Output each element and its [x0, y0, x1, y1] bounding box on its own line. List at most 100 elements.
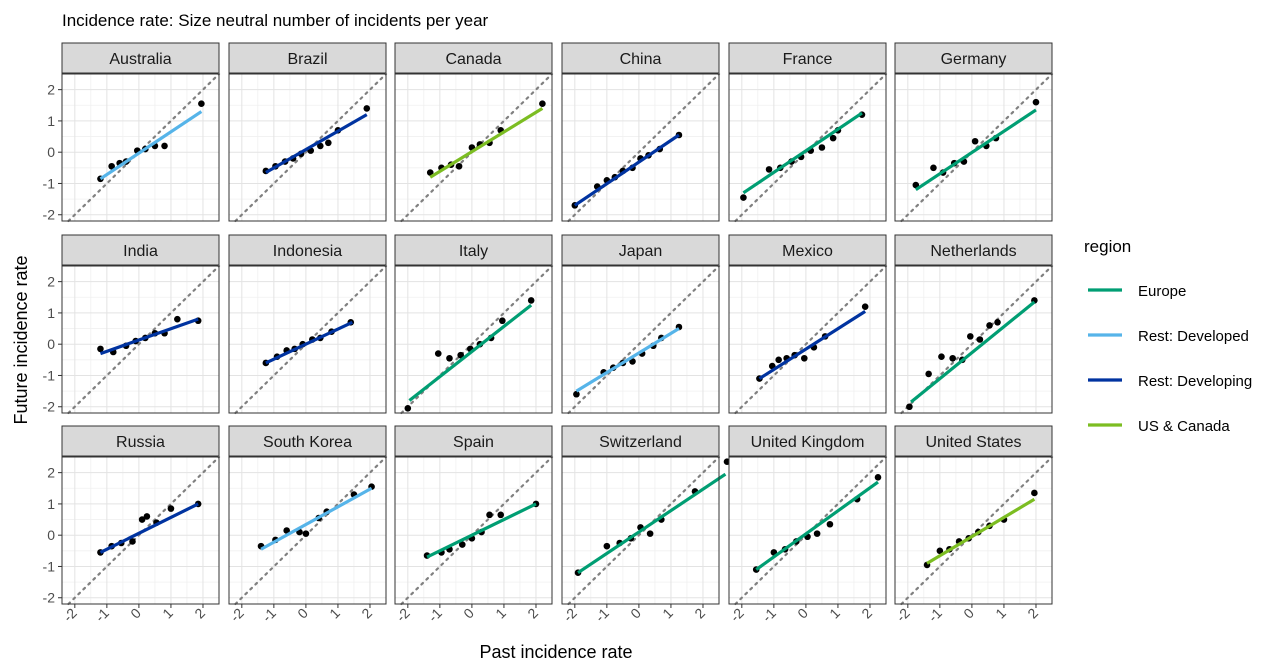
facet-strip-label: United Kingdom [751, 434, 865, 451]
fit-line [755, 480, 879, 571]
x-tick-label: 1 [159, 605, 176, 622]
fit-line [573, 133, 680, 207]
data-point [1032, 98, 1040, 106]
facet-strip-label: Mexico [782, 243, 833, 260]
data-point [174, 315, 181, 323]
facet-strip-label: Switzerland [599, 434, 682, 451]
panel-united-states: United States -2 -1 0 1 2 [893, 425, 1054, 625]
facet-strip-label: Italy [459, 243, 488, 260]
facet-strip [728, 425, 887, 457]
legend-label: Rest: Developing [1138, 373, 1252, 390]
x-tick-label: 0 [460, 605, 477, 622]
legend-label: Europe [1138, 283, 1186, 300]
y-tick-label: 0 [47, 336, 55, 352]
data-point [740, 194, 747, 201]
x-axis-label: Past incidence rate [479, 642, 632, 662]
data-point [765, 166, 773, 173]
x-tick-label: -1 [592, 605, 612, 625]
facet-strip [394, 234, 553, 266]
data-point [966, 333, 974, 340]
y-tick-label: 0 [47, 527, 55, 543]
facet-strip-label: Australia [109, 51, 171, 68]
x-tick-label: 0 [627, 605, 644, 622]
panel-indonesia: Indonesia [228, 234, 388, 415]
data-point [167, 505, 175, 512]
legend: region Europe Rest: Developed Rest: Develo… [1084, 237, 1252, 435]
y-tick-label: -2 [43, 207, 56, 223]
data-point [938, 353, 945, 361]
x-tick-label: -2 [727, 605, 747, 625]
data-point [646, 530, 654, 537]
fit-line [429, 107, 544, 179]
data-point [97, 345, 104, 353]
fit-line [99, 502, 199, 554]
legend-item: Rest: Developed [1088, 328, 1249, 345]
data-point [108, 162, 115, 170]
data-point [971, 137, 979, 145]
data-point [912, 181, 920, 189]
x-tick-label: -1 [259, 605, 279, 625]
facet-strip-label: China [620, 51, 662, 68]
panel-netherlands: Netherlands [894, 234, 1054, 415]
fit-line [265, 113, 368, 174]
x-tick-label: 1 [826, 605, 843, 622]
x-tick-label: -1 [425, 605, 445, 625]
x-tick-label: -2 [227, 605, 247, 625]
facet-strip-label: Brazil [287, 51, 327, 68]
y-tick-label: 1 [47, 113, 55, 129]
panel-united-kingdom: United Kingdom -2 -1 0 1 2 [727, 425, 888, 625]
fit-line [426, 502, 537, 559]
data-point [826, 520, 834, 528]
x-tick-label: 2 [524, 605, 541, 622]
data-point [143, 513, 151, 520]
x-tick-label: 2 [1024, 605, 1041, 622]
x-tick-label: 0 [127, 605, 144, 622]
y-tick-label: 1 [47, 305, 55, 321]
y-tick-label: -1 [43, 367, 56, 383]
reference-line [400, 455, 554, 606]
panel-border [728, 265, 887, 414]
panel-border [394, 73, 553, 222]
legend-item: Rest: Developing [1088, 373, 1252, 390]
x-tick-label: 2 [358, 605, 375, 622]
facet-strip [894, 234, 1053, 266]
fit-line [99, 110, 203, 181]
data-point [497, 511, 505, 519]
y-tick-label: 2 [47, 274, 55, 290]
panel-border [894, 456, 1053, 605]
data-point [949, 354, 956, 362]
data-point [874, 474, 882, 481]
data-point [455, 162, 463, 170]
panel-india: India -2 -1 0 1 2 [43, 234, 221, 415]
panel-china: China [561, 42, 721, 223]
fit-line [914, 108, 1037, 192]
panel-border [728, 456, 887, 605]
panel-border [561, 265, 720, 414]
data-point [800, 354, 808, 362]
panel-spain: Spain -2 -1 0 1 2 [393, 425, 554, 625]
facet-strip-label: Indonesia [273, 243, 342, 260]
x-tick-label: 2 [691, 605, 708, 622]
data-point [404, 405, 412, 412]
facet-strip-label: Spain [453, 434, 494, 451]
data-point [283, 527, 290, 534]
reference-line [734, 264, 888, 415]
facet-strip [394, 425, 553, 457]
panel-brazil: Brazil [228, 42, 388, 223]
fit-line [265, 320, 354, 365]
legend-title: region [1084, 237, 1131, 256]
fit-line [99, 317, 199, 356]
x-tick-label: 1 [992, 605, 1009, 622]
data-point [499, 317, 506, 325]
facet-strip [728, 234, 887, 266]
panel-canada: Canada [394, 42, 554, 223]
data-point [446, 354, 453, 362]
data-point [527, 297, 535, 304]
data-point [986, 322, 993, 329]
facet-strip [61, 42, 220, 74]
panel-border [228, 73, 387, 222]
fit-line [926, 497, 1036, 565]
x-tick-label: 1 [326, 605, 343, 622]
